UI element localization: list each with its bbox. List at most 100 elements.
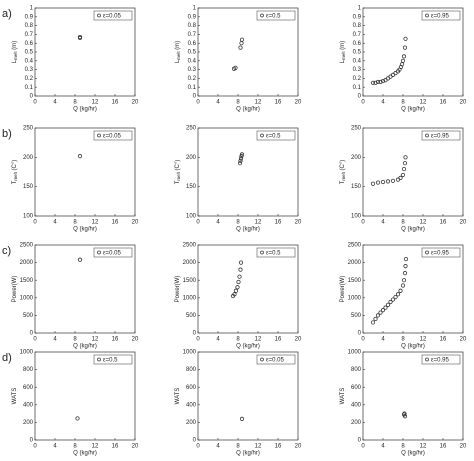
y-axis-label-main: Power(W) (340, 276, 346, 303)
y-tick-label: 400 (351, 402, 362, 408)
x-tick-label: 0 (33, 337, 37, 343)
y-tick-label: 1000 (348, 295, 362, 301)
scatter-point (401, 278, 407, 283)
legend-marker (425, 133, 429, 138)
y-tick-label: 0.9 (353, 14, 362, 20)
x-tick-label: 8 (236, 444, 240, 450)
x-axis-label: Q (kg/hr) (236, 344, 260, 350)
legend-marker (260, 133, 264, 138)
scatter-point (401, 166, 407, 172)
y-axis-label-unit: (m) (12, 41, 18, 52)
legend-label: ε=0.95 (431, 251, 450, 257)
x-tick-label: 16 (112, 220, 119, 226)
x-tick-label: 16 (440, 100, 447, 106)
y-tick-label: 0.2 (188, 76, 197, 82)
plot-frame (362, 127, 464, 217)
plot-frame (34, 127, 136, 217)
x-axis-label: Q (kg/hr) (236, 451, 260, 457)
y-axis-label-main: T (175, 180, 181, 184)
y-tick-label: 200 (351, 155, 362, 161)
x-tick-label: 12 (92, 444, 99, 450)
x-tick-label: 12 (420, 444, 427, 450)
y-axis-label-main: L (175, 59, 181, 63)
x-axis-label: Q (kg/hr) (401, 227, 425, 233)
y-tick-label: 0.7 (25, 32, 34, 38)
y-axis-label-unit: (m) (340, 41, 346, 52)
x-tick-label: 12 (255, 337, 262, 343)
y-tick-label: 0.1 (25, 85, 34, 91)
x-tick-label: 20 (460, 100, 467, 106)
y-tick-label: 0 (193, 438, 197, 444)
scatter-point (238, 156, 244, 161)
scatter-point (383, 305, 388, 310)
legend-label: ε=0.95 (431, 358, 450, 364)
y-tick-label: 200 (23, 420, 34, 426)
y-axis-label-sub: melt (176, 171, 181, 180)
y-tick-label: 0.4 (188, 58, 197, 64)
y-tick-label: 0 (193, 331, 197, 337)
x-axis-label: Q (kg/hr) (73, 227, 97, 233)
y-tick-label: 2000 (183, 260, 197, 266)
y-tick-label: 400 (186, 402, 197, 408)
x-tick-label: 20 (295, 337, 302, 343)
plot-frame (34, 244, 136, 334)
x-tick-label: 8 (236, 337, 240, 343)
y-axis-label: WATS (12, 388, 18, 405)
y-tick-label: 500 (23, 313, 34, 319)
x-axis-label: Q (kg/hr) (236, 227, 260, 233)
legend-box (256, 130, 296, 141)
scatter-point (378, 310, 383, 315)
x-tick-label: 0 (361, 444, 365, 450)
y-tick-label: 0.6 (188, 41, 197, 47)
scatter-point (401, 54, 407, 59)
y-axis-label: Lmelt (m) (175, 41, 182, 64)
y-tick-label: 0 (358, 331, 362, 337)
y-axis-label-main: L (12, 59, 18, 63)
y-tick-label: 2500 (183, 243, 197, 249)
scatter-point (77, 154, 83, 159)
x-tick-label: 8 (401, 444, 405, 450)
scatter-point (232, 292, 237, 297)
scatter-point (75, 416, 80, 421)
y-tick-label: 2500 (20, 243, 34, 249)
x-tick-label: 8 (73, 220, 77, 226)
y-tick-label: 1000 (20, 350, 34, 356)
y-axis-label: Tmelt (C°) (340, 160, 347, 185)
y-axis-label-main: Power(W) (175, 276, 181, 303)
y-axis-label: Power(W) (175, 276, 181, 303)
y-axis-label: Power(W) (12, 276, 18, 303)
scatter-point (398, 288, 403, 293)
legend-marker (425, 13, 429, 18)
x-tick-label: 4 (216, 337, 220, 343)
y-tick-label: 0.7 (353, 32, 362, 38)
legend-label: ε=0.05 (266, 358, 285, 364)
scatter-point (233, 65, 238, 70)
legend-label: ε=0.5 (266, 251, 281, 257)
scatter-point (395, 292, 401, 297)
x-tick-label: 16 (112, 444, 119, 450)
x-axis-label: Q (kg/hr) (73, 344, 97, 350)
scatter-point (380, 308, 386, 313)
y-tick-label: 0.1 (188, 85, 197, 91)
y-tick-label: 0.1 (353, 85, 362, 91)
plot-frame (362, 244, 464, 334)
legend-marker (260, 357, 264, 362)
y-tick-label: 600 (351, 385, 362, 391)
scatter-point (373, 80, 378, 85)
x-tick-label: 20 (132, 220, 139, 226)
panel-label: b) (2, 128, 12, 140)
scatter-point (388, 299, 393, 305)
scatter-point (403, 36, 408, 41)
y-axis-label: Power(W) (340, 276, 346, 303)
scatter-point (380, 179, 386, 185)
plot-frame (34, 7, 136, 97)
scatter-point (239, 152, 245, 157)
y-tick-label: 0.4 (25, 58, 34, 64)
scatter-point (390, 297, 396, 302)
y-tick-label: 500 (186, 313, 197, 319)
x-tick-label: 4 (381, 444, 385, 450)
legend-label: ε=0.05 (103, 251, 122, 257)
x-tick-label: 12 (420, 100, 427, 106)
legend-box (256, 354, 296, 365)
scatter-point (403, 264, 408, 269)
